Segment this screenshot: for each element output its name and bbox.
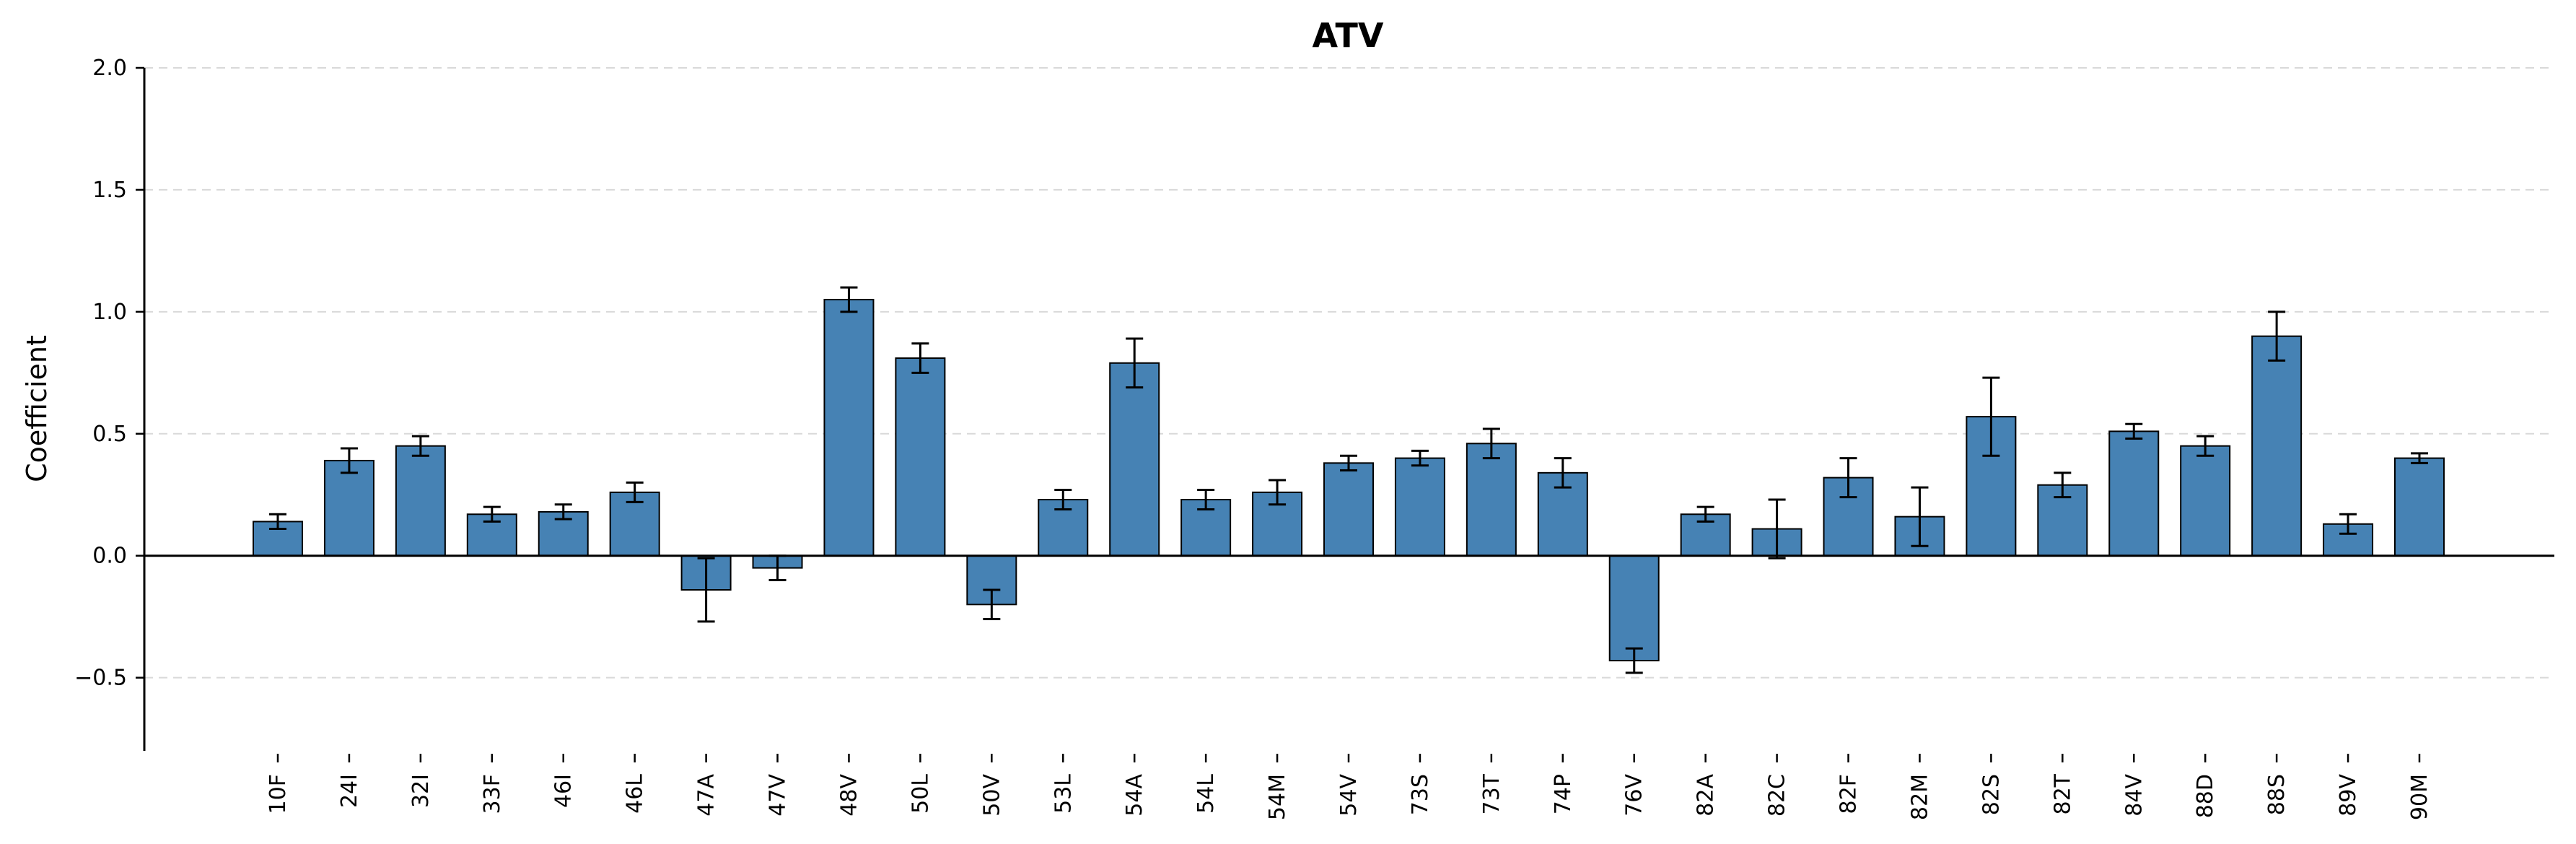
x-tick-label-10F: 10F	[266, 774, 291, 814]
x-tick-label-50L: 50L	[908, 774, 933, 814]
x-tick-label-54L: 54L	[1193, 774, 1219, 814]
axis-layer: −0.5 0.0 0.5 1.0 1.5 2.0 10F 24I 32I 33F 46I 46L 47A…	[74, 56, 2554, 820]
x-tick-label-47A: 47A	[694, 774, 719, 817]
x-tick-label-46I: 46I	[551, 774, 577, 808]
x-tick-label-54V: 54V	[1336, 774, 1362, 817]
bar-layer	[253, 286, 2445, 674]
grid-layer	[144, 67, 2554, 679]
chart-title: ATV	[1312, 16, 1383, 55]
x-tick-label-50V: 50V	[979, 774, 1004, 817]
x-tick-label-74P: 74P	[1551, 774, 1576, 814]
x-tick-label-47V: 47V	[766, 774, 791, 817]
bar-73T	[1466, 443, 1517, 557]
x-tick-label-54A: 54A	[1122, 774, 1147, 817]
y-tick-label: 0.0	[92, 544, 127, 569]
bar-88S	[2251, 335, 2303, 557]
bar-54V	[1323, 462, 1374, 557]
x-tick-label-82M: 82M	[1907, 774, 1932, 820]
bar-90M	[2394, 457, 2445, 557]
x-tick-label-54M: 54M	[1265, 774, 1290, 820]
bar-54A	[1109, 362, 1160, 557]
x-tick-label-88D: 88D	[2193, 774, 2218, 818]
x-tick-label-82S: 82S	[1979, 774, 2004, 815]
x-tick-label-82T: 82T	[2050, 773, 2075, 814]
bar-50L	[895, 357, 946, 557]
y-tick-label: 1.5	[92, 178, 127, 203]
bar-76V	[1608, 554, 1660, 661]
x-tick-label-84V: 84V	[2121, 774, 2147, 817]
bar-32I	[395, 445, 446, 557]
x-tick-label-73T: 73T	[1479, 773, 1504, 814]
bar-88D	[2180, 445, 2231, 557]
x-tick-label-76V: 76V	[1622, 774, 1647, 817]
x-tick-label-53L: 53L	[1051, 774, 1076, 814]
bar-24I	[323, 459, 374, 557]
y-tick-label: 2.0	[92, 56, 127, 81]
x-tick-label-82F: 82F	[1836, 774, 1862, 814]
x-tick-label-82A: 82A	[1694, 774, 1719, 817]
x-tick-label-33F: 33F	[480, 774, 505, 814]
y-tick-label: 1.0	[92, 300, 127, 325]
bar-48V	[823, 298, 875, 557]
y-axis-title: Coefficient	[21, 335, 53, 482]
y-tick-label: 0.5	[92, 422, 127, 447]
x-tick-label-90M: 90M	[2407, 774, 2432, 820]
x-tick-label-82C: 82C	[1765, 774, 1790, 817]
bar-82T	[2037, 484, 2088, 557]
x-tick-label-73S: 73S	[1408, 774, 1433, 815]
bar-73S	[1394, 457, 1445, 557]
x-tick-label-48V: 48V	[836, 774, 862, 817]
y-tick-label: −0.5	[74, 666, 127, 691]
x-tick-label-24I: 24I	[337, 774, 362, 808]
x-tick-label-88S: 88S	[2264, 774, 2290, 815]
x-tick-label-32I: 32I	[408, 774, 434, 808]
x-tick-label-46L: 46L	[623, 774, 648, 814]
bar-84V	[2108, 430, 2160, 557]
x-tick-label-89V: 89V	[2336, 774, 2361, 817]
